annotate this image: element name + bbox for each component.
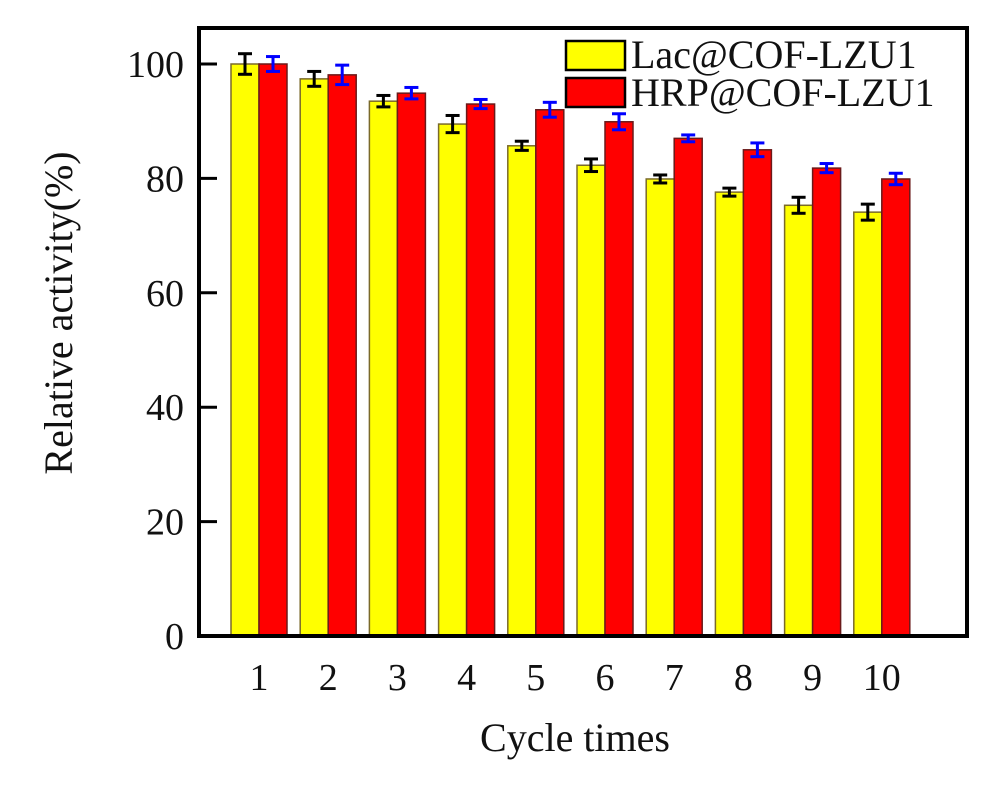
error-bar-hrp-cycle-4: [473, 97, 488, 111]
legend-swatch-hrp: [564, 76, 627, 109]
bar-hrp-cycle-3: [396, 92, 427, 637]
error-bar-lac-cycle-6: [584, 157, 598, 174]
error-bar-hrp-cycle-2: [335, 63, 350, 87]
error-bar-lac-cycle-4: [445, 113, 460, 135]
error-bar-hrp-cycle-5: [542, 100, 557, 119]
bar-hrp-cycle-6: [604, 121, 634, 637]
y-axis-title: Relative activity(%): [36, 151, 81, 474]
legend: Lac@COF-LZU1 HRP@COF-LZU1: [564, 32, 935, 115]
bar-lac-cycle-8: [714, 191, 745, 637]
y-tick-label: 100: [127, 44, 184, 86]
bar-lac-cycle-6: [576, 164, 606, 637]
error-bar-hrp-cycle-6: [612, 112, 626, 132]
bar-lac-cycle-7: [645, 178, 675, 637]
x-tick-label: 3: [388, 657, 407, 699]
x-tick-label: 8: [734, 657, 753, 699]
error-bar-lac-cycle-9: [791, 195, 806, 215]
error-bar-hrp-cycle-7: [681, 133, 696, 144]
bars-layer: [230, 63, 911, 637]
x-axis-title: Cycle times: [480, 715, 670, 760]
bar-lac-cycle-1: [230, 63, 260, 637]
error-bar-lac-cycle-5: [514, 139, 529, 152]
x-tick-label: 5: [526, 657, 545, 699]
error-bar-lac-cycle-3: [376, 93, 391, 109]
error-bar-hrp-cycle-3: [404, 85, 419, 101]
x-tick-label: 7: [665, 657, 684, 699]
bar-lac-cycle-10: [853, 211, 883, 637]
plot-frame: [197, 26, 969, 638]
bar-hrp-cycle-7: [673, 137, 703, 637]
x-tick-label: 1: [250, 657, 269, 699]
bar-hrp-cycle-8: [742, 149, 773, 637]
error-bar-lac-cycle-1: [238, 52, 252, 76]
error-bar-hrp-cycle-9: [819, 162, 834, 175]
error-bar-hrp-cycle-1: [266, 55, 280, 73]
bar-lac-cycle-4: [437, 123, 468, 637]
bar-lac-cycle-5: [507, 145, 537, 637]
x-tick-label: 9: [803, 657, 822, 699]
error-bar-hrp-cycle-8: [750, 141, 765, 159]
bar-hrp-cycle-4: [465, 103, 496, 637]
bar-hrp-cycle-10: [881, 178, 911, 637]
legend-item-hrp[interactable]: HRP@COF-LZU1: [564, 70, 935, 115]
error-bar-lac-cycle-7: [653, 173, 668, 185]
bar-lac-cycle-2: [299, 78, 329, 637]
error-bar-lac-cycle-10: [860, 202, 875, 222]
error-bars-layer: [238, 52, 903, 222]
bar-hrp-cycle-9: [811, 167, 842, 637]
legend-item-lac[interactable]: Lac@COF-LZU1: [564, 32, 917, 77]
error-bar-lac-cycle-8: [722, 186, 737, 198]
x-tick-label: 10: [863, 657, 901, 699]
y-tick-label: 80: [146, 158, 184, 200]
x-axis: 1 2 3 4 5 6 7 8 9 10: [250, 657, 901, 699]
bar-hrp-cycle-5: [535, 109, 565, 637]
bar-hrp-cycle-1: [258, 63, 288, 637]
bar-lac-cycle-3: [368, 100, 399, 637]
error-bar-lac-cycle-2: [307, 69, 322, 88]
y-tick-label: 60: [146, 273, 184, 315]
bar-lac-cycle-9: [783, 204, 814, 637]
y-axis: 0 20 40 60 80 100: [127, 44, 217, 658]
legend-label-lac: Lac@COF-LZU1: [631, 32, 917, 77]
y-tick-label: 40: [146, 387, 184, 429]
legend-label-hrp: HRP@COF-LZU1: [631, 70, 935, 115]
x-tick-label: 6: [596, 657, 615, 699]
legend-swatch-lac: [564, 39, 627, 72]
y-tick-label: 0: [165, 616, 184, 658]
x-tick-label: 2: [319, 657, 338, 699]
y-tick-label: 20: [146, 502, 184, 544]
bar-hrp-cycle-2: [327, 74, 357, 637]
error-bar-hrp-cycle-10: [888, 171, 903, 187]
x-tick-label: 4: [457, 657, 476, 699]
